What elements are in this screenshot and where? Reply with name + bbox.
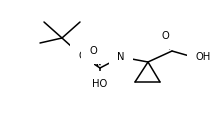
Text: OH: OH	[195, 52, 210, 62]
Text: HO: HO	[92, 79, 108, 89]
Text: O: O	[89, 46, 97, 56]
Text: O: O	[161, 31, 169, 41]
Text: N: N	[117, 52, 125, 62]
Text: O: O	[78, 51, 86, 61]
